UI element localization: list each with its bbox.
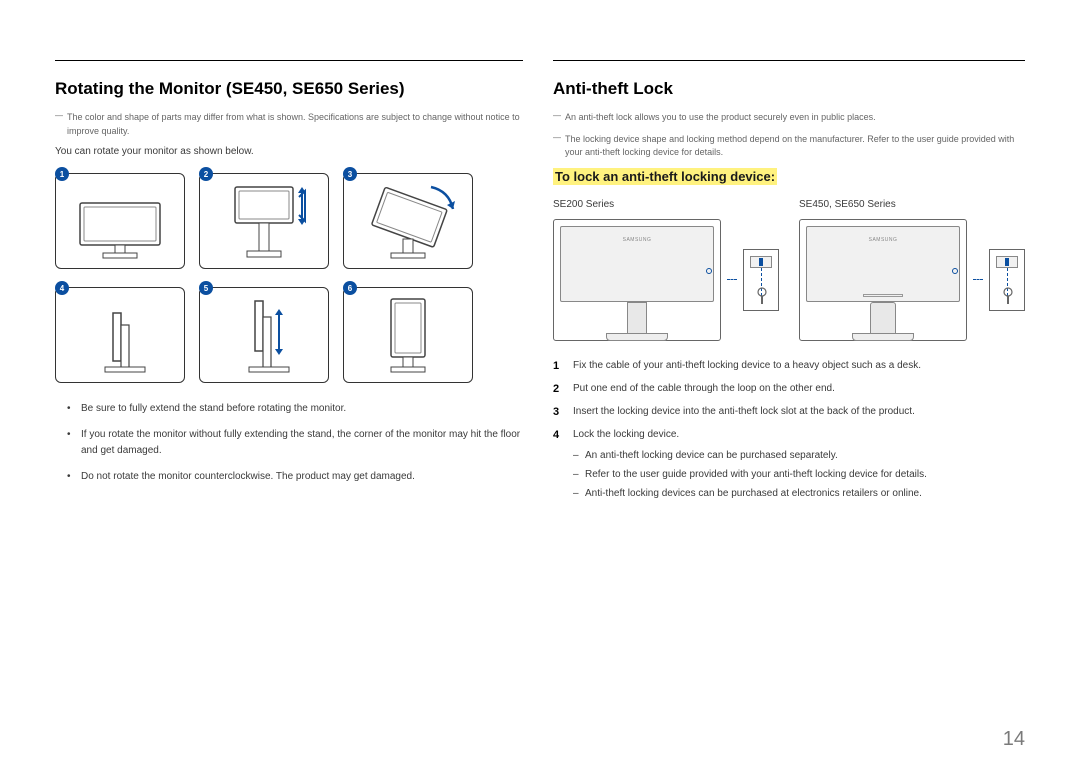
right-note-1: An anti-theft lock allows you to use the…: [553, 111, 1025, 125]
step-badge-4: 4: [55, 281, 69, 295]
page-number: 14: [1003, 728, 1025, 751]
lock-subheading: To lock an anti-theft locking device:: [553, 168, 1025, 185]
lock-key-icon: [998, 286, 1018, 306]
lock-sub-1: An anti-theft locking device can be purc…: [573, 448, 1025, 463]
left-bullet-3: Do not rotate the monitor counterclockwi…: [67, 469, 523, 485]
lock-key-icon: [752, 286, 772, 306]
monitor-rotate-3-icon: [353, 181, 463, 261]
left-bullet-list: Be sure to fully extend the stand before…: [55, 401, 523, 485]
lock-sub-3: Anti-theft locking devices can be purcha…: [573, 486, 1025, 501]
lock-step-2: Put one end of the cable through the loo…: [553, 381, 1025, 396]
diagram-step-4: 4: [55, 281, 187, 383]
series-diagrams: SE200 Series SAMSUNG: [553, 199, 1025, 344]
lock-step-1: Fix the cable of your anti-theft locking…: [553, 358, 1025, 373]
step-badge-3: 3: [343, 167, 357, 181]
left-bullet-1: Be sure to fully extend the stand before…: [67, 401, 523, 417]
diagram-step-6: 6: [343, 281, 475, 383]
monitor-rotate-6-icon: [353, 295, 463, 375]
left-intro: You can rotate your monitor as shown bel…: [55, 146, 523, 157]
series-se200-label: SE200 Series: [553, 199, 779, 210]
monitor-rotate-1-icon: [65, 181, 175, 261]
diagram-step-3: 3: [343, 167, 475, 269]
left-heading: Rotating the Monitor (SE450, SE650 Serie…: [55, 79, 523, 99]
series-se450: SE450, SE650 Series SAMSUNG: [799, 199, 1025, 344]
step-badge-2: 2: [199, 167, 213, 181]
monitor-rotate-2-icon: [209, 181, 319, 261]
right-heading: Anti-theft Lock: [553, 79, 1025, 99]
lock-step-3: Insert the locking device into the anti-…: [553, 404, 1025, 419]
step-badge-6: 6: [343, 281, 357, 295]
lock-step-4: Lock the locking device. An anti-theft l…: [553, 427, 1025, 501]
lock-sub-notes: An anti-theft locking device can be purc…: [573, 448, 1025, 501]
monitor-rotate-4-icon: [65, 295, 175, 375]
lock-sub-2: Refer to the user guide provided with yo…: [573, 467, 1025, 482]
right-note-2: The locking device shape and locking met…: [553, 133, 1025, 160]
diagram-step-1: 1: [55, 167, 187, 269]
left-note: The color and shape of parts may differ …: [55, 111, 523, 138]
lock-inset-se200-icon: [743, 249, 779, 311]
left-column: Rotating the Monitor (SE450, SE650 Serie…: [55, 60, 523, 509]
monitor-back-se200-icon: SAMSUNG: [553, 219, 721, 341]
left-bullet-2: If you rotate the monitor without fully …: [67, 427, 523, 459]
lock-steps-list: Fix the cable of your anti-theft locking…: [553, 358, 1025, 501]
step-badge-1: 1: [55, 167, 69, 181]
monitor-back-se450-icon: SAMSUNG: [799, 219, 967, 341]
diagram-step-5: 5: [199, 281, 331, 383]
series-se450-label: SE450, SE650 Series: [799, 199, 1025, 210]
monitor-rotate-5-icon: [209, 295, 319, 375]
series-se200: SE200 Series SAMSUNG: [553, 199, 779, 344]
lock-inset-se450-icon: [989, 249, 1025, 311]
right-column: Anti-theft Lock An anti-theft lock allow…: [553, 60, 1025, 509]
diagram-step-2: 2: [199, 167, 331, 269]
step-badge-5: 5: [199, 281, 213, 295]
rotation-diagram-grid: 1 2: [55, 167, 523, 383]
